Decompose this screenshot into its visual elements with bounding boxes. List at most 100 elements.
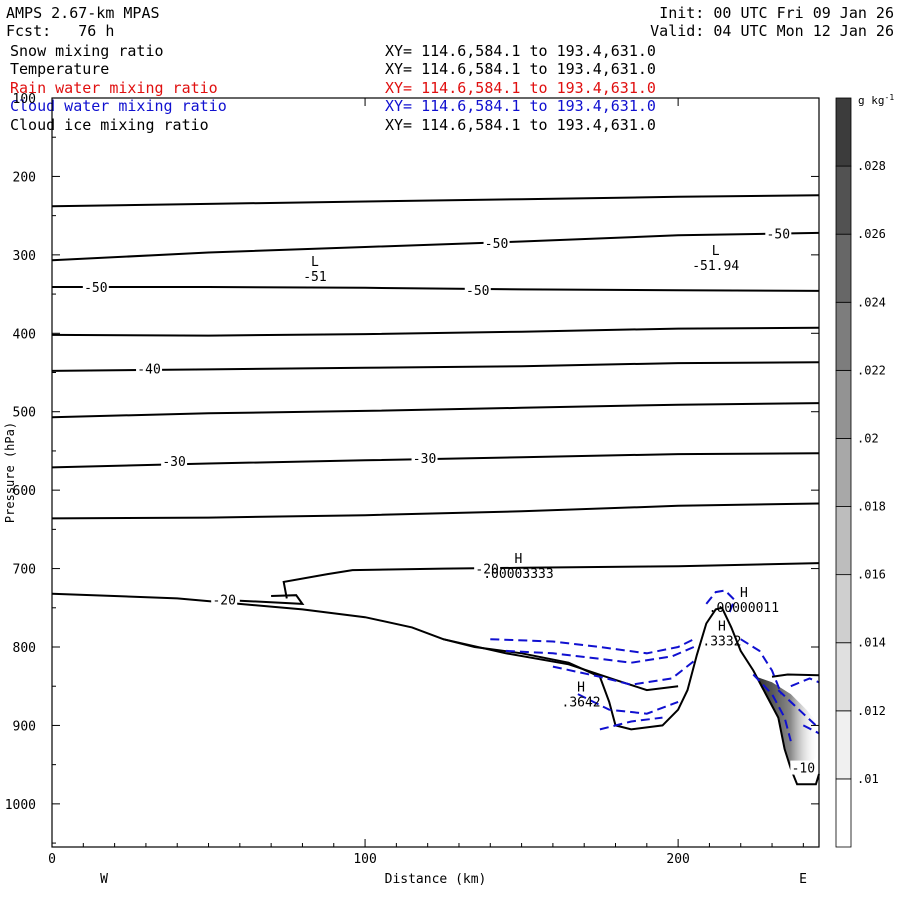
cloud-water-contour-2 (552, 658, 698, 686)
temperature-label-4: -40 (137, 362, 160, 377)
cloud-water-contour-10 (802, 724, 820, 735)
colorbar-unit-exponent: -1 (885, 93, 895, 102)
extremum-value-4: .3332 (702, 635, 741, 650)
colorbar-unit: g kg-1 (858, 93, 894, 107)
extremum-H-marker-4: H (718, 620, 726, 635)
temperature-label-0: -50 (84, 281, 107, 296)
plot-frame (51, 97, 820, 848)
cloud-water-contour-3 (577, 693, 679, 715)
temp-label-bg-5 (161, 453, 188, 468)
temp-label-bg-0 (82, 279, 109, 294)
cloud-water-contour-8 (777, 689, 817, 727)
field-name-snow: Snow mixing ratio (10, 42, 164, 60)
cloud-water-contour-4 (599, 716, 663, 731)
cloud-base-line (443, 638, 679, 692)
field-xy-cloud-ice: XY= 114.6,584.1 to 193.4,631.0 (385, 116, 656, 134)
colorbar-segment-2 (835, 642, 852, 712)
colorbar-label-1: .012 (857, 704, 886, 718)
cloud-ice-shading (756, 676, 819, 773)
field-name-cloud-ice: Cloud ice mixing ratio (10, 116, 209, 134)
valid-time: Valid: 04 UTC Mon 12 Jan 26 (650, 22, 894, 40)
temperature-contour-7 (51, 502, 820, 520)
temperature-contour-1 (51, 231, 820, 262)
field-xy-cloud-water: XY= 114.6,584.1 to 193.4,631.0 (385, 97, 656, 115)
extremum-L-marker-0: L (311, 255, 319, 270)
temperature-contour-4 (51, 361, 820, 372)
temp-label-bg-3 (765, 226, 792, 241)
y-axis-title: Pressure (hPa) (3, 422, 17, 523)
cloud-water-contour-0 (490, 638, 695, 655)
temperature-label-2: -50 (466, 284, 489, 299)
y-tick-label-900: 900 (13, 719, 36, 734)
colorbar-label-5: .02 (857, 431, 879, 445)
field-name-rain: Rain water mixing ratio (10, 79, 218, 97)
x-tick-label-0: 0 (48, 852, 56, 867)
temperature-label-9: -10 (792, 762, 815, 777)
extremum-value-5: .3642 (562, 696, 601, 711)
temperature-label-3: -50 (767, 227, 790, 242)
cloud-top-east-line (771, 673, 820, 678)
field-name-temperature: Temperature (10, 60, 110, 78)
extremum-value-1: -51.94 (692, 259, 739, 274)
colorbar-label-6: .022 (857, 363, 886, 377)
colorbar-label-7: .024 (857, 295, 886, 309)
extremum-value-3: .00000011 (709, 601, 779, 616)
colorbar-label-3: .016 (857, 568, 886, 582)
y-tick-label-1000: 1000 (5, 798, 36, 813)
y-tick-label-500: 500 (13, 406, 36, 421)
temp-label-bg-2 (464, 282, 491, 297)
y-tick-label-600: 600 (13, 484, 36, 499)
extremum-value-2: .00003333 (483, 567, 553, 582)
model-title: AMPS 2.67-km MPAS (6, 4, 160, 22)
extremum-H-marker-3: H (740, 586, 748, 601)
colorbar-segment-10 (835, 97, 852, 167)
colorbar-segment-4 (835, 506, 852, 576)
temp-label-bg-9 (790, 760, 817, 775)
colorbar-segment-5 (835, 438, 852, 507)
colorbar-label-9: .028 (857, 159, 886, 173)
x-tick-label-100: 100 (353, 852, 376, 867)
y-tick-label-400: 400 (13, 327, 36, 342)
cloud-water-contour-9 (790, 677, 820, 688)
colorbar-label-8: .026 (857, 227, 886, 241)
temperature-label-7: -20 (475, 562, 498, 577)
colorbar-segment-1 (835, 710, 852, 780)
y-tick-label-300: 300 (13, 249, 36, 264)
cloud-water-contour-6 (740, 638, 783, 695)
extremum-value-0: -51 (303, 270, 326, 285)
colorbar-label-0: .01 (857, 772, 879, 786)
cloud-water-contour-5 (705, 589, 736, 616)
extremum-L-marker-1: L (712, 244, 720, 259)
temp-label-bg-7 (474, 561, 501, 576)
y-tick-label-100: 100 (13, 92, 36, 107)
temp-label-bg-6 (411, 450, 438, 465)
x-tick-label-200: 200 (666, 852, 689, 867)
temperature-label-1: -50 (485, 237, 508, 252)
colorbar-segment-6 (835, 369, 852, 439)
cloud-water-contour-1 (505, 646, 695, 664)
temp-label-bg-1 (483, 235, 510, 250)
temperature-contour-8 (282, 562, 820, 599)
temperature-contour-5 (51, 402, 820, 419)
x-axis-title: Distance (km) (385, 872, 487, 887)
field-xy-temperature: XY= 114.6,584.1 to 193.4,631.0 (385, 60, 656, 78)
field-name-cloud-water: Cloud water mixing ratio (10, 97, 227, 115)
colorbar-segment-7 (835, 301, 852, 371)
y-tick-label-800: 800 (13, 641, 36, 656)
west-label: W (100, 872, 108, 887)
colorbar-label-4: .018 (857, 500, 886, 514)
y-tick-label-700: 700 (13, 563, 36, 578)
temp-label-bg-8 (211, 592, 238, 607)
temperature-contour-9 (239, 594, 305, 606)
extremum-H-marker-5: H (577, 681, 585, 696)
east-label: E (799, 872, 807, 887)
terrain-line (51, 592, 820, 786)
init-time: Init: 00 UTC Fri 09 Jan 26 (659, 4, 894, 22)
forecast-hour: Fcst: 76 h (6, 22, 115, 40)
temperature-contour-2 (52, 286, 820, 292)
colorbar-label-2: .014 (857, 636, 886, 650)
colorbar-segment-3 (835, 574, 852, 644)
colorbar-segment-0 (835, 778, 852, 848)
colorbar-segment-9 (835, 165, 852, 235)
